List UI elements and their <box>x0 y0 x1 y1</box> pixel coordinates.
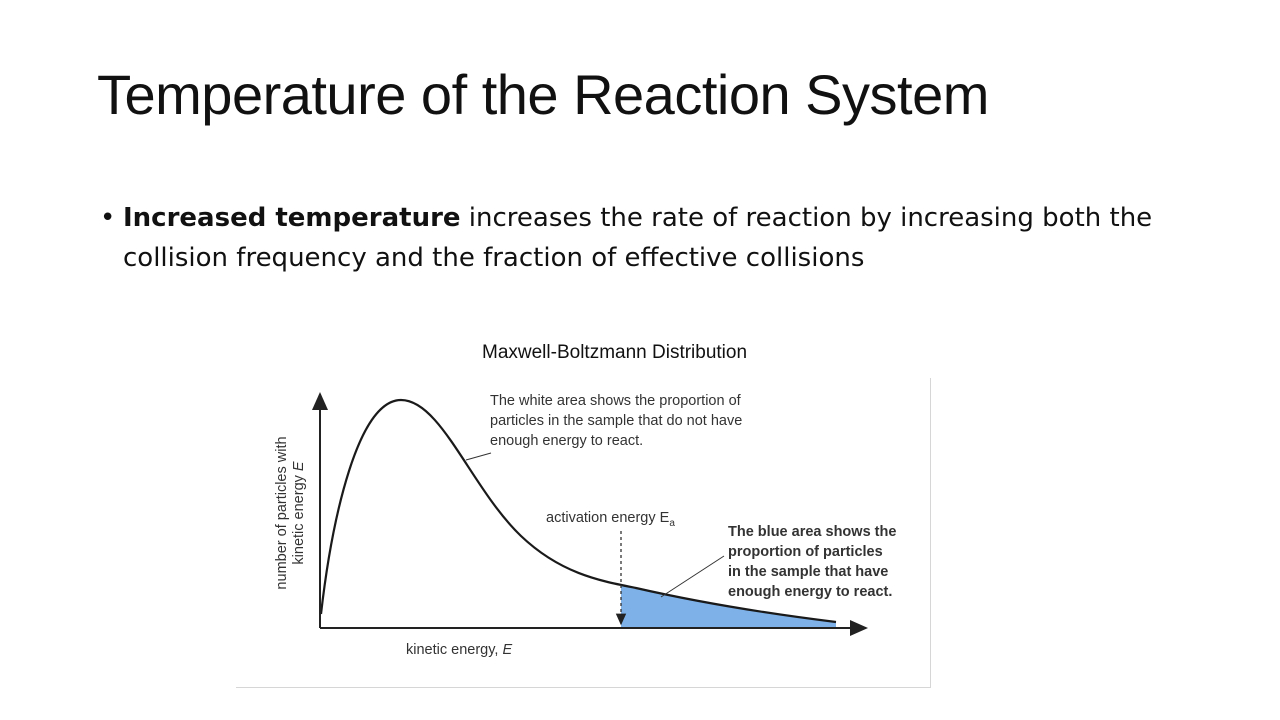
figure-caption: Maxwell-Boltzmann Distribution <box>482 342 748 363</box>
bullet-emphasis: Increased temperature <box>123 203 461 233</box>
blue-area-note-line2: proportion of particles <box>728 544 883 560</box>
white-area-note-line1: The white area shows the proportion of <box>490 393 742 409</box>
white-area-pointer <box>465 452 492 461</box>
blue-area-pointer <box>660 555 725 598</box>
distribution-diagram: number of particles with kinetic energy … <box>274 392 896 658</box>
white-area-note-line3: enough energy to react. <box>490 433 643 449</box>
slide-title: Temperature of the Reaction System <box>97 63 989 126</box>
blue-area-note-line1: The blue area shows the <box>728 524 896 540</box>
distribution-curve <box>319 398 837 624</box>
white-area-note-line2: particles in the sample that do not have <box>490 413 742 429</box>
bullet-text: increases the rate of reaction by increa… <box>123 203 1153 273</box>
blue-area-note-line3: in the sample that have <box>728 564 888 580</box>
y-axis-label-line2: kinetic energy E <box>291 461 307 565</box>
maxwell-boltzmann-figure: number of particles with kinetic energy … <box>236 378 931 688</box>
bullet-list: • Increased temperature increases the ra… <box>100 198 1200 278</box>
bullet-item: • Increased temperature increases the ra… <box>100 198 1200 278</box>
y-axis-label-line1: number of particles with <box>274 436 290 589</box>
bullet-dot-icon: • <box>100 203 116 233</box>
activation-energy-label: activation energy Ea <box>546 510 675 529</box>
x-axis-label: kinetic energy, E <box>406 642 512 658</box>
blue-area-note-line4: enough energy to react. <box>728 584 892 600</box>
